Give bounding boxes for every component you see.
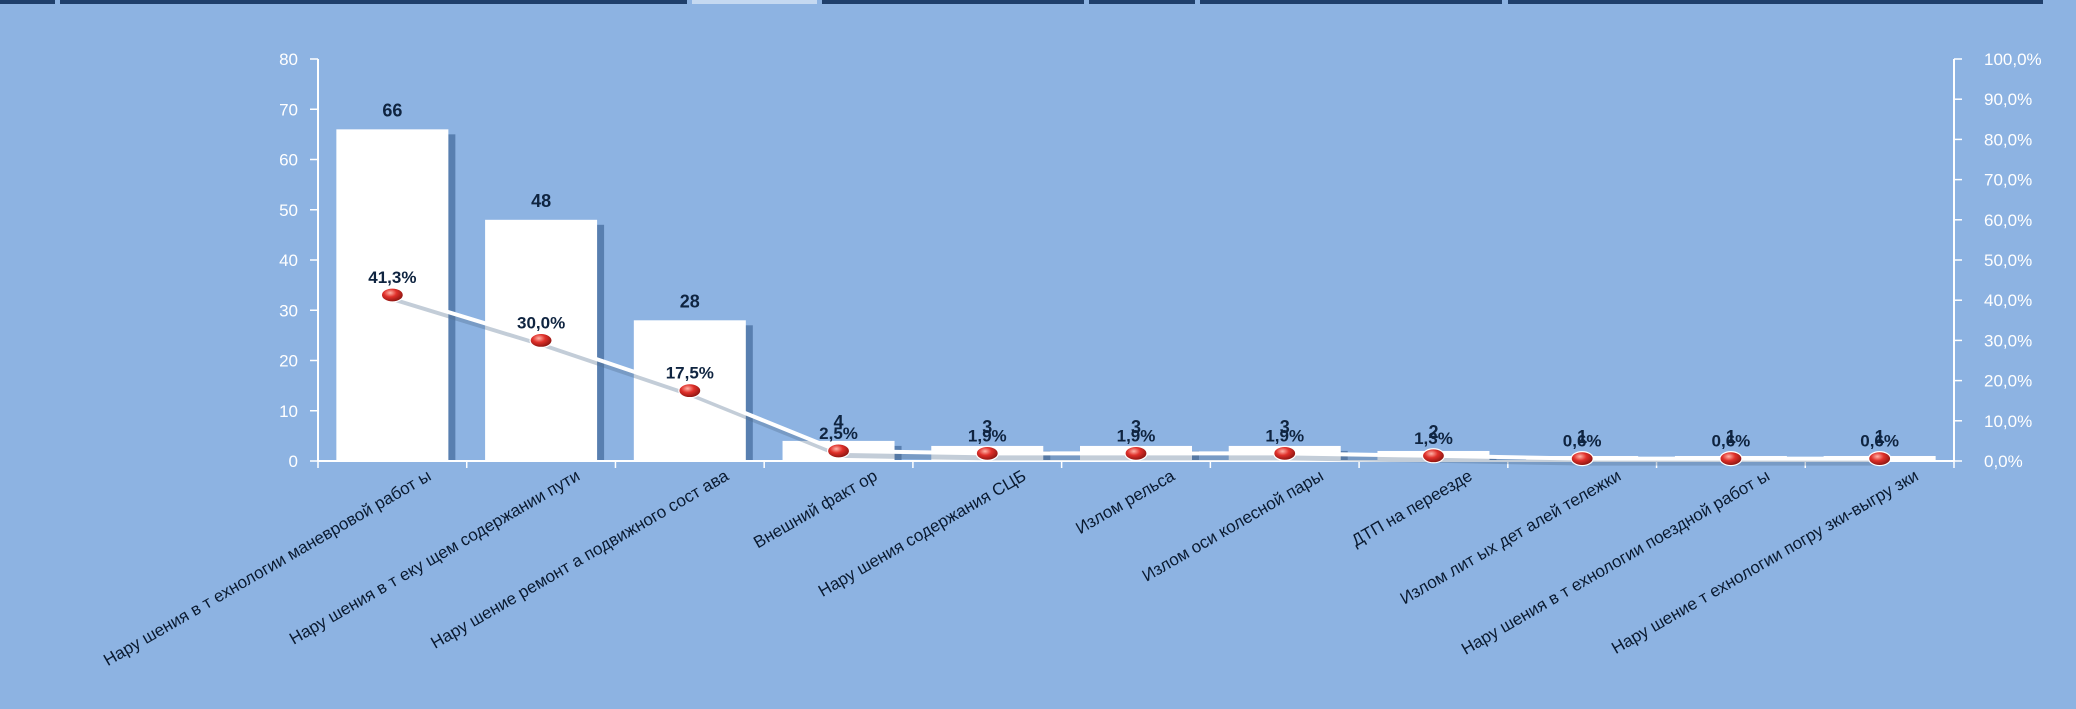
top-table-cell [1508, 0, 2043, 4]
x-category-label: Излом рельса [1072, 466, 1178, 538]
bar-data-label: 4 [834, 412, 844, 432]
x-category-label: Нару шение т ехнологии погру зки-выгру з… [1608, 466, 1921, 658]
line-point [1421, 448, 1446, 464]
y-tick-label: 0 [289, 452, 298, 471]
top-table-cell [60, 0, 687, 4]
x-category-label: Нару шения в т ехнологии поездной работ … [1458, 466, 1773, 659]
line-data-label: 1,3% [1414, 429, 1453, 448]
line-data-label: 0,6% [1712, 432, 1751, 451]
y2-tick-label: 100,0% [1984, 50, 2042, 69]
line-data-label: 1,9% [1265, 426, 1304, 445]
bar-data-label: 48 [531, 191, 551, 211]
line-data-label: 17,5% [666, 364, 714, 383]
y2-tick-label: 50,0% [1984, 251, 2032, 270]
top-table-cell [692, 0, 817, 4]
y-tick-label: 60 [279, 151, 298, 170]
bar-data-label: 3 [1280, 417, 1290, 437]
x-category-label: ДТП на переезде [1348, 466, 1475, 550]
line-data-label: 1,9% [968, 426, 1007, 445]
y-tick-label: 80 [279, 50, 298, 69]
bar-data-label: 1 [1577, 427, 1587, 447]
y-tick-label: 50 [279, 201, 298, 220]
x-category-label: Нару шения в т ехнологии маневровой рабо… [100, 466, 434, 670]
x-category-label: Нару шения в т еку щем содержании пути [286, 466, 583, 648]
line-point [826, 443, 851, 459]
y2-tick-label: 90,0% [1984, 90, 2032, 109]
bar-data-label: 2 [1428, 422, 1438, 442]
line-point [678, 383, 702, 399]
line-point [1124, 445, 1148, 461]
top-table-cell [0, 0, 55, 4]
y-tick-label: 20 [279, 352, 298, 371]
line-point [380, 287, 404, 303]
line-data-label: 30,0% [517, 313, 565, 332]
bar-data-label: 3 [982, 417, 992, 437]
y2-tick-label: 70,0% [1984, 171, 2032, 190]
x-category-label: Внешний факт ор [750, 466, 880, 552]
y2-tick-label: 0,0% [1984, 452, 2023, 471]
line-point [975, 445, 999, 461]
top-table-cell [1200, 0, 1502, 4]
line-data-label: 1,9% [1117, 426, 1156, 445]
y2-tick-label: 10,0% [1984, 412, 2032, 431]
y-tick-label: 70 [279, 100, 298, 119]
line-point [1570, 450, 1594, 467]
y2-tick-label: 40,0% [1984, 291, 2032, 310]
line-point [1719, 450, 1743, 467]
top-table-strip [0, 0, 2076, 8]
line-data-label: 41,3% [368, 268, 416, 287]
bar-data-label: 3 [1131, 417, 1141, 437]
bar-data-label: 66 [382, 100, 402, 120]
top-table-cell [1089, 0, 1195, 4]
line-data-label: 2,5% [819, 424, 858, 443]
y-tick-label: 10 [279, 402, 298, 421]
y2-tick-label: 60,0% [1984, 211, 2032, 230]
x-category-label: Нару шение ремонт а подвижного сост ава [428, 466, 733, 653]
y2-tick-label: 80,0% [1984, 130, 2032, 149]
line-point [529, 332, 553, 348]
y-tick-label: 30 [279, 301, 298, 320]
line-data-label: 0,6% [1563, 432, 1602, 451]
y-tick-label: 40 [279, 251, 298, 270]
line-data-label: 0,6% [1860, 432, 1899, 451]
line-point [1273, 445, 1297, 461]
bar-data-label: 1 [1875, 427, 1885, 447]
bar-data-label: 28 [680, 291, 700, 311]
bar-data-label: 1 [1726, 427, 1736, 447]
line-point [1868, 450, 1892, 467]
y2-tick-label: 20,0% [1984, 372, 2032, 391]
top-table-cell [822, 0, 1084, 4]
y2-tick-label: 30,0% [1984, 331, 2032, 350]
